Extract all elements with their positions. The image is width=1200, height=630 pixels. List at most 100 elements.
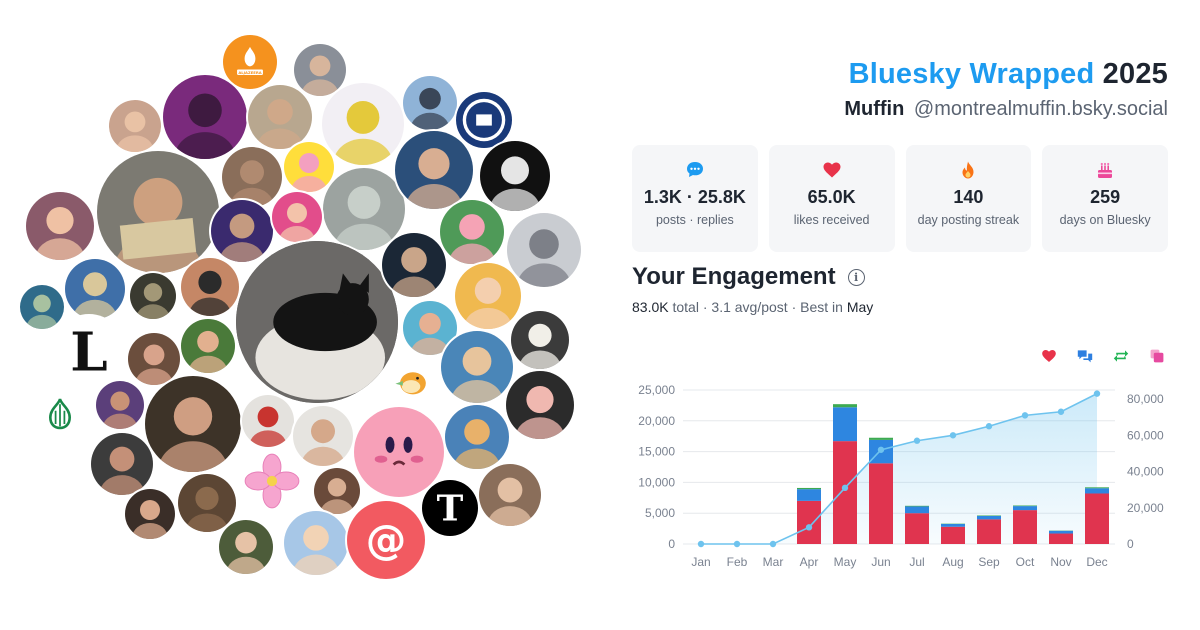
cumulative-line [701, 392, 1098, 545]
avatar-man-glasses[interactable] [294, 44, 346, 96]
cumulative-area [701, 393, 1097, 544]
avatar-onion[interactable] [38, 391, 82, 435]
avatar-kirby[interactable] [354, 407, 444, 497]
avatar-skeleton[interactable] [480, 141, 550, 211]
legend-quotes[interactable] [1148, 347, 1166, 365]
legend-reposts[interactable] [1112, 347, 1130, 365]
avatar-cartoon-ninja[interactable] [284, 511, 348, 575]
avatar-lightsaber[interactable] [382, 233, 446, 297]
avatar-man-suit[interactable] [395, 131, 473, 209]
stat-label-streak: day posting streak [917, 213, 1020, 227]
engagement-total: 83.0K [632, 299, 669, 315]
svg-text:T: T [437, 487, 464, 529]
avatar-at-sign[interactable]: @ [347, 501, 425, 579]
avatar-pink-hair[interactable] [272, 192, 322, 242]
avatar-piglet[interactable] [506, 371, 574, 439]
avatar-bear[interactable] [178, 474, 236, 532]
avatar-cartoon-woman[interactable] [455, 263, 521, 329]
cumulative-point [1093, 390, 1101, 397]
avatar-woman-forest[interactable] [219, 520, 273, 574]
heart-icon [1042, 350, 1056, 362]
avatar-speaker[interactable] [323, 168, 405, 250]
avatar-aljazeera[interactable]: ALJAZEERA [223, 35, 277, 89]
cumulative-point [985, 423, 993, 430]
bar-replies [833, 407, 857, 442]
avatar-cartoon-bird[interactable] [389, 358, 435, 404]
x-tick-label: Jan [691, 555, 710, 569]
cumulative-point [1021, 412, 1029, 419]
bar-replies [1085, 488, 1109, 494]
avatar-flower-crown[interactable] [26, 192, 94, 260]
bar-reposts [833, 404, 857, 408]
avatar-dalek[interactable] [507, 213, 581, 287]
avatar-sunglasses-woman[interactable] [181, 258, 239, 316]
bar-likes [941, 526, 965, 544]
bar-likes [797, 500, 821, 544]
display-name: Muffin [844, 98, 905, 120]
legend-likes[interactable] [1040, 347, 1058, 365]
bar-likes [905, 513, 929, 544]
avatar-crest[interactable] [456, 92, 512, 148]
avatar-nyt[interactable]: T [422, 480, 478, 536]
avatar-woman-dark[interactable] [125, 489, 175, 539]
avatar-bearded-man[interactable] [96, 381, 144, 429]
avatar-screaming-man[interactable] [91, 433, 153, 495]
cumulative-point [949, 432, 957, 439]
svg-text:@: @ [366, 516, 407, 564]
avatar-sculpture[interactable] [222, 147, 282, 207]
avatar-blonde-man[interactable] [479, 464, 541, 526]
bar-replies [905, 506, 929, 514]
stat-card-streak: 140 day posting streak [905, 145, 1032, 252]
engagement-heading: Your Engagement i [632, 263, 865, 291]
bar-likes [977, 519, 1001, 544]
avatar-woman-brown[interactable] [128, 333, 180, 385]
avatar-shield[interactable] [242, 395, 294, 447]
avatar-colorful-man[interactable] [211, 200, 273, 262]
stat-card-days: 259 days on Bluesky [1042, 145, 1168, 252]
x-tick-label: Apr [800, 555, 819, 569]
engagement-total-word: total [672, 299, 699, 315]
avatar-pink-flower[interactable] [240, 449, 304, 513]
bar-likes [1013, 510, 1037, 544]
avatar-protest[interactable] [97, 151, 219, 273]
cumulative-point [805, 524, 813, 531]
avatar-man-tux[interactable] [293, 406, 353, 466]
avatar-cartoon-hat[interactable] [163, 75, 247, 159]
info-icon[interactable]: i [847, 268, 865, 286]
bar-likes [1085, 493, 1109, 544]
x-tick-label: Nov [1050, 555, 1071, 569]
x-tick-label: Feb [727, 555, 748, 569]
avatar-patrick[interactable] [440, 200, 504, 264]
legend-replies[interactable] [1076, 347, 1094, 365]
stat-label-days: days on Bluesky [1059, 213, 1151, 227]
stat-value-posts: 1.3K · 25.8K [643, 187, 746, 207]
bar-replies [797, 489, 821, 501]
avatar-bald-man[interactable] [181, 319, 235, 373]
avatar-painting[interactable] [445, 405, 509, 469]
avatar-zombie[interactable] [20, 285, 64, 329]
avatar-young-man[interactable] [314, 468, 360, 514]
avatar-woman-sign[interactable] [403, 301, 457, 355]
avatar-soldier[interactable] [248, 85, 312, 149]
avatar-castle[interactable] [65, 259, 125, 319]
avatar-man-outdoor[interactable] [403, 76, 457, 130]
cumulative-point [697, 540, 705, 548]
cumulative-point [841, 484, 849, 492]
avatar-woman-glasses[interactable] [109, 100, 161, 152]
bar-replies [941, 523, 965, 527]
avatar-letter-l[interactable]: L [54, 316, 124, 386]
avatar-cartoon-owl[interactable] [511, 311, 569, 369]
y-tick-left: 10,000 [638, 475, 675, 489]
avatar-bird-flowers[interactable] [322, 83, 404, 165]
avatar-black-cat[interactable] [236, 241, 398, 403]
avatar-picard[interactable] [145, 376, 241, 472]
avatar-cool-emoji[interactable] [284, 142, 334, 192]
cumulative-point [913, 437, 921, 444]
bar-likes [1049, 533, 1073, 544]
avatar-blonde[interactable] [441, 331, 513, 403]
avatar-wolf-art[interactable] [130, 273, 176, 319]
x-tick-label: Dec [1086, 555, 1107, 569]
stat-label-likes: likes received [793, 213, 870, 227]
cumulative-point [1057, 408, 1065, 415]
y-tick-right: 60,000 [1127, 428, 1164, 442]
